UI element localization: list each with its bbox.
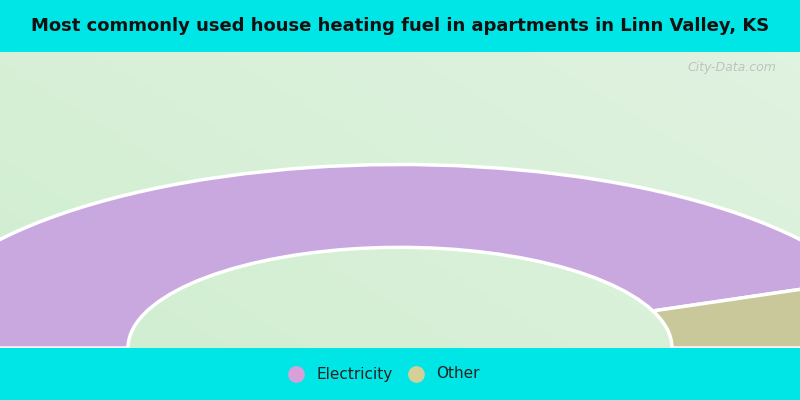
Text: Most commonly used house heating fuel in apartments in Linn Valley, KS: Most commonly used house heating fuel in…	[31, 17, 769, 35]
Wedge shape	[0, 164, 800, 348]
Text: City-Data.com: City-Data.com	[687, 61, 776, 74]
Text: Electricity: Electricity	[316, 366, 392, 382]
Text: Other: Other	[436, 366, 479, 382]
Wedge shape	[653, 280, 800, 348]
